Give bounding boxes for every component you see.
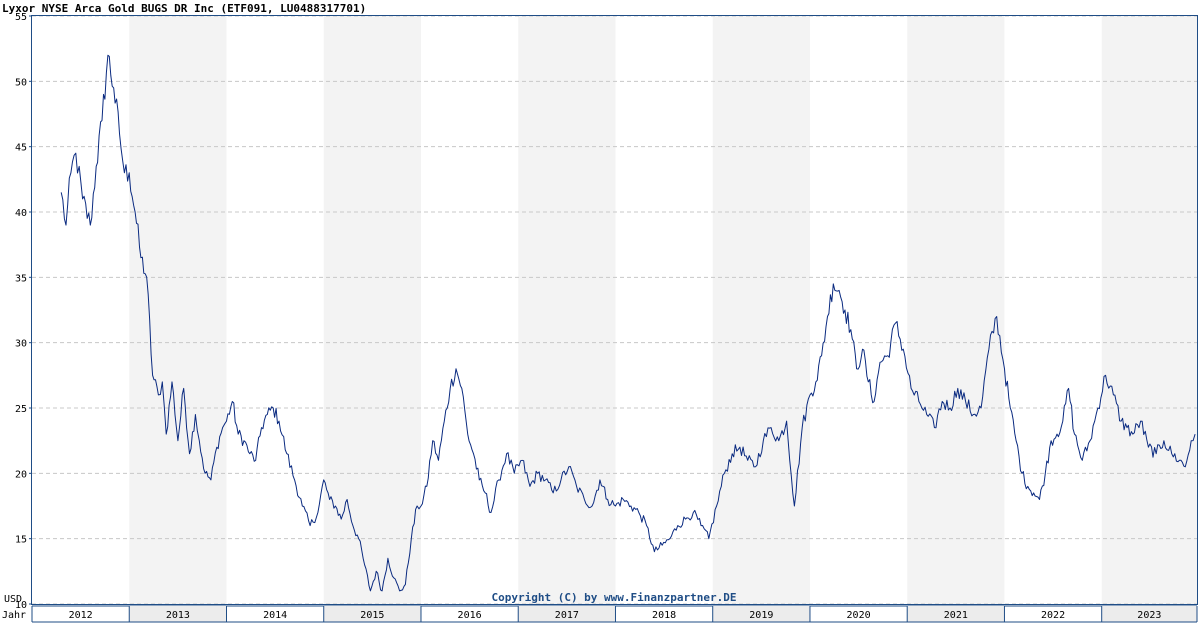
year-cell-2015 (323, 606, 421, 622)
x-tick-label-2023: 2023 (1137, 610, 1161, 621)
y-tick-label-55: 55 (15, 12, 27, 23)
y-tick-label-50: 50 (15, 77, 27, 88)
y-tick-label-45: 45 (15, 143, 27, 154)
x-axis-year-label: Jahr (2, 610, 26, 621)
x-tick-label-2020: 2020 (847, 610, 871, 621)
year-cell-2013 (129, 606, 227, 622)
y-tick-label-15: 15 (15, 535, 27, 546)
year-bands (129, 16, 1197, 604)
y-tick-label-20: 20 (15, 469, 27, 480)
x-tick-label-2016: 2016 (458, 610, 482, 621)
year-band-2023 (1101, 16, 1197, 604)
year-cell-2017 (518, 606, 616, 622)
year-cell-2021 (907, 606, 1005, 622)
year-band-2017 (518, 16, 616, 604)
series-group (60, 54, 1196, 592)
year-cell-2019 (712, 606, 810, 622)
year-band-2021 (907, 16, 1005, 604)
year-band-2019 (712, 16, 810, 604)
x-tick-label-2018: 2018 (652, 610, 676, 621)
y-axis-ticks: 10 15 20 25 30 35 40 45 50 55 (15, 12, 32, 611)
year-cell-2023 (1101, 606, 1197, 622)
year-band-2015 (323, 16, 421, 604)
x-tick-label-2022: 2022 (1041, 610, 1065, 621)
y-tick-label-10: 10 (15, 600, 27, 611)
price-line (60, 54, 1196, 592)
y-tick-label-30: 30 (15, 339, 27, 350)
y-tick-label-25: 25 (15, 404, 27, 415)
x-tick-label-2012: 2012 (69, 610, 93, 621)
y-axis-unit-label: USD (4, 594, 22, 605)
x-tick-label-2021: 2021 (944, 610, 968, 621)
year-band-2013 (129, 16, 227, 604)
x-tick-label-2017: 2017 (555, 610, 579, 621)
x-tick-label-2015: 2015 (360, 610, 384, 621)
x-tick-label-2013: 2013 (166, 610, 190, 621)
plot-frame (31, 15, 1198, 605)
y-tick-label-40: 40 (15, 208, 27, 219)
x-tick-label-2019: 2019 (749, 610, 773, 621)
x-axis: 2012 2013 2014 2015 2016 2017 2018 2019 2020 2021… (31, 605, 1198, 623)
copyright-notice[interactable]: Copyright (C) by www.Finanzpartner.DE (491, 591, 736, 604)
y-tick-label-35: 35 (15, 273, 27, 284)
x-tick-label-2014: 2014 (263, 610, 287, 621)
chart-title: Lyxor NYSE Arca Gold BUGS DR Inc (ETF091… (2, 2, 366, 15)
